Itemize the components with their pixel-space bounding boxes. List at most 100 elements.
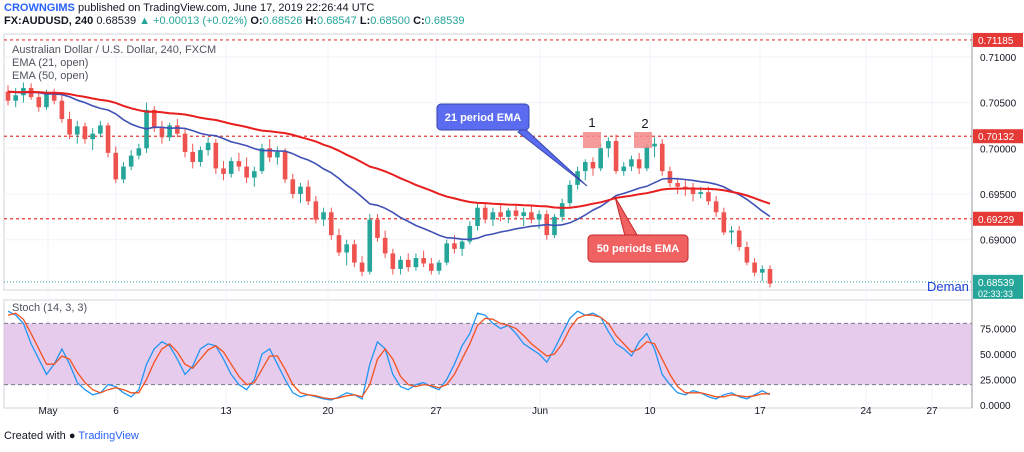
- candle-body: [698, 192, 704, 194]
- ema21-callout: 21 period EMA: [436, 103, 588, 187]
- peak-1-marker: [583, 132, 601, 148]
- candle-body: [82, 126, 88, 140]
- candle-body: [151, 109, 157, 129]
- candle-body: [290, 179, 296, 194]
- candle-body: [459, 241, 465, 249]
- tradingview-logo-icon: ●: [68, 430, 76, 442]
- chart-title: Australian Dollar / U.S. Dollar, 240, FX…: [12, 44, 216, 56]
- candle-body: [221, 168, 226, 174]
- candle-body: [5, 91, 11, 101]
- candle-body: [398, 259, 403, 269]
- candle-body: [475, 207, 480, 226]
- candle-body: [590, 162, 596, 169]
- footer: Created with ● TradingView: [4, 430, 139, 442]
- candle-body: [606, 140, 611, 149]
- candle-body: [390, 253, 396, 269]
- price-change: ▲ +0.00013 (+0.02%): [139, 15, 248, 27]
- low-value: 0.68500: [370, 15, 410, 27]
- level-price-label: 0.70132: [978, 132, 1015, 143]
- candle-body: [113, 152, 119, 180]
- time-tick-label: 13: [220, 406, 232, 417]
- candle-body: [67, 119, 72, 135]
- candle-body: [690, 189, 696, 194]
- ema50-callout-box: [587, 234, 689, 263]
- ema21-line: [7, 90, 771, 241]
- stoch-tick-label: 50.0000: [980, 350, 1017, 361]
- peak-2-label: 2: [641, 116, 648, 131]
- candle-body: [236, 161, 242, 167]
- candle-body: [644, 146, 650, 169]
- candle-body: [759, 268, 765, 273]
- price-tick-label: 0.70500: [980, 99, 1017, 110]
- candle-body: [328, 212, 334, 236]
- low-label: L:: [359, 15, 371, 27]
- candle-body: [382, 237, 388, 254]
- ema21-callout-text: 21 period EMA: [445, 112, 521, 124]
- axes: 0.71000 0.70500 0.70000 0.69500 0.69000 May 6 1…: [39, 34, 1017, 417]
- created-with-text: Created with: [4, 430, 66, 442]
- candle-body: [413, 258, 419, 268]
- ema21-legend: EMA (21, open): [12, 57, 88, 69]
- close-label: C:: [413, 15, 425, 27]
- candle-body: [336, 235, 342, 253]
- candle-body: [251, 171, 257, 178]
- time-tick-label: 17: [754, 406, 766, 417]
- price-tick-label: 0.71000: [980, 53, 1017, 64]
- candle-body: [375, 219, 380, 238]
- candle-body: [706, 192, 711, 202]
- candle-body: [498, 212, 503, 217]
- candle-body: [559, 203, 565, 217]
- candle-body: [213, 142, 219, 169]
- stoch-tick-label: 0.0000: [980, 401, 1011, 412]
- level-price-label: 0.69229: [978, 215, 1015, 226]
- candle-body: [175, 125, 180, 134]
- candle-body: [344, 244, 349, 253]
- time-tick-label: 27: [430, 406, 442, 417]
- candle-body: [51, 93, 57, 101]
- symbol-label: FX:AUDUSD, 240: [4, 15, 94, 27]
- tradingview-link[interactable]: TradingView: [78, 430, 139, 442]
- time-tick-label: 6: [113, 406, 119, 417]
- level-price-tag: [973, 129, 1023, 144]
- candle-body: [713, 201, 719, 213]
- time-tick-label: 24: [860, 406, 872, 417]
- candle-body: [490, 212, 496, 220]
- time-tick-label: 10: [644, 406, 656, 417]
- candle-body: [167, 125, 172, 138]
- stoch-d-line: [7, 312, 770, 400]
- candle-body: [444, 243, 450, 263]
- publish-header: CROWNGIMS published on TradingView.com, …: [4, 2, 374, 16]
- candle-body: [667, 171, 673, 184]
- candle-body: [752, 262, 757, 273]
- stoch-legend: Stoch (14, 3, 3): [12, 302, 87, 314]
- candle-body: [244, 166, 249, 178]
- candle-body: [467, 226, 473, 242]
- ema-lines: [7, 90, 771, 241]
- candle-body: [321, 212, 326, 220]
- candle-body: [198, 150, 203, 162]
- candle-body: [521, 212, 527, 216]
- peak-2-marker: [634, 132, 652, 148]
- ema50-legend: EMA (50, open): [12, 70, 88, 82]
- candle-body: [529, 212, 534, 220]
- time-tick-label: 27: [926, 406, 938, 417]
- price-tick-label: 0.69000: [980, 236, 1017, 247]
- candle-body: [275, 151, 280, 158]
- candle-body: [367, 219, 373, 272]
- candle-body: [729, 230, 734, 233]
- chart-area[interactable]: 0.71000 0.70500 0.70000 0.69500 0.69000 May 6 1…: [0, 0, 1024, 430]
- candle-body: [313, 201, 319, 220]
- candle-body: [205, 142, 211, 151]
- author-name[interactable]: CROWNGIMS: [4, 2, 75, 14]
- candle-body: [267, 148, 273, 158]
- ema21-callout-box: [436, 103, 530, 131]
- high-label: H:: [305, 15, 318, 27]
- candle-body: [159, 128, 165, 138]
- demand-label: Deman: [927, 279, 969, 294]
- candle-body: [136, 148, 142, 156]
- candle-body: [598, 148, 603, 169]
- candle-body: [305, 186, 311, 202]
- price-pane-frame: [3, 33, 973, 291]
- price-tick-label: 0.70000: [980, 144, 1017, 155]
